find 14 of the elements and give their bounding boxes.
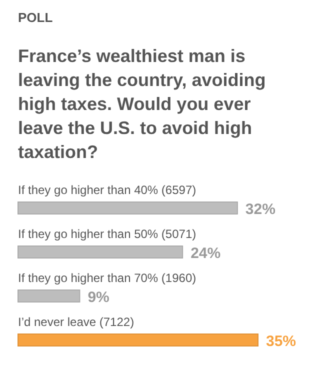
- data-label: 35%: [266, 333, 296, 350]
- y-tick-label: If they go higher than 70% (1960): [18, 271, 196, 285]
- chart-title: France’s wealthiest man is leaving the country, avoiding high taxes. Would you ever leave the U.S. to avoid high taxation?: [18, 46, 266, 162]
- data-label: 32%: [245, 201, 276, 218]
- chart-subtitle: POLL: [18, 10, 53, 25]
- bar: [18, 290, 80, 302]
- data-label: 24%: [190, 245, 221, 262]
- data-label: 9%: [88, 289, 110, 306]
- y-tick-label: If they go higher than 40% (6597): [18, 183, 196, 197]
- bar: [18, 246, 184, 258]
- y-tick-label: I’d never leave (7122): [18, 315, 134, 329]
- bar: [18, 334, 258, 346]
- bar: [18, 202, 238, 214]
- y-tick-label: If they go higher than 50% (5071): [18, 227, 196, 241]
